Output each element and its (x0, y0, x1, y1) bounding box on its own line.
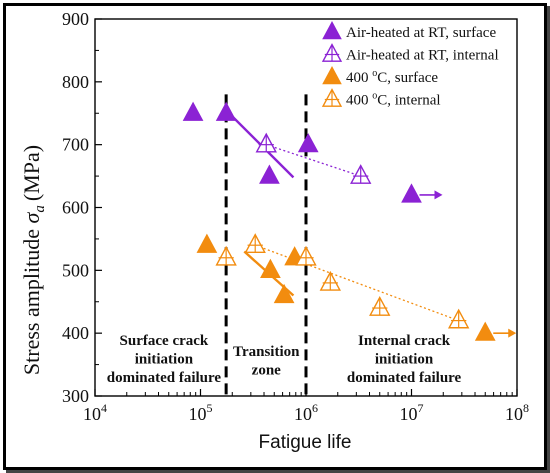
zone-annotation-line: zone (252, 362, 282, 378)
legend-label-main: Air-heated at RT, internal (346, 48, 499, 64)
fit-line (254, 244, 459, 322)
marker-triangle-filled (196, 233, 218, 253)
zone-annotation-line: Internal crack (358, 333, 451, 349)
series-group (255, 132, 372, 184)
x-tick-label: 107 (400, 401, 424, 424)
zone-annotation-line: Surface crack (120, 333, 209, 349)
marker-triangle-filled (260, 258, 281, 278)
x-tick-exponent: 4 (101, 401, 107, 415)
y-tick-label: 800 (62, 72, 89, 92)
x-tick-base: 10 (83, 404, 101, 424)
x-tick-base: 10 (294, 404, 312, 424)
marker-triangle-filled (401, 183, 422, 203)
marker-triangle-open (321, 88, 343, 107)
x-tick-label: 105 (189, 401, 213, 424)
y-axis-symbol: σ (19, 212, 44, 224)
legend-entry-label: 400 oC, surface (346, 68, 438, 86)
runout-arrow-head (508, 328, 517, 338)
marker-triangle-filled (474, 321, 496, 341)
marker-triangle-filled (322, 21, 342, 40)
runout-arrow (419, 190, 443, 200)
y-axis-unit: (MPa) (19, 145, 44, 201)
marker-triangle-open (295, 245, 317, 266)
zone-annotation-line: dominated failure (107, 370, 222, 386)
legend-entry-label: Air-heated at RT, surface (346, 25, 496, 41)
legend-label-rest: C, internal (377, 93, 440, 109)
marker-triangle-filled (297, 133, 319, 153)
y-axis-title-text: Stress amplitude (19, 229, 44, 375)
marker-triangle-open (350, 164, 372, 184)
marker-triangle-open (447, 308, 470, 329)
legend-label-main: 400 (346, 70, 372, 86)
x-tick-base: 10 (189, 404, 207, 424)
marker-triangle-open (215, 245, 237, 266)
marker-triangle-open (321, 43, 343, 62)
series-group (196, 233, 517, 341)
marker-triangle-open (244, 233, 266, 254)
y-tick-label: 700 (62, 135, 89, 155)
zone-annotation-line: initiation (375, 351, 434, 367)
legend-label-degree: o (372, 68, 377, 79)
x-tick-base: 10 (400, 404, 418, 424)
marker-triangle-open (369, 296, 391, 316)
zone-annotations: Surface crack initiation dominated failure… (107, 333, 462, 386)
y-tick-label: 900 (62, 9, 89, 29)
zone-annotation-line: dominated failure (347, 370, 462, 386)
x-axis-title: Fatigue life (259, 432, 352, 453)
runout-arrow (493, 328, 517, 338)
y-tick-label: 300 (62, 386, 89, 406)
series-group (215, 233, 470, 329)
marker-triangle-filled (273, 283, 295, 304)
series-group (182, 101, 443, 203)
marker-triangle-filled (215, 101, 237, 121)
marker-triangle-filled (322, 66, 342, 85)
legend-label-degree: o (372, 91, 377, 102)
runout-arrow-head (434, 190, 443, 200)
legend-label-main: Air-heated at RT, surface (346, 25, 496, 41)
y-tick-label: 600 (62, 198, 89, 218)
x-tick-exponent: 5 (207, 401, 213, 415)
y-tick-label: 500 (62, 260, 89, 280)
y-axis-subscript: a (32, 205, 48, 213)
x-tick-exponent: 8 (523, 401, 529, 415)
x-tick-label: 106 (294, 401, 318, 424)
legend: Air-heated at RT, surface Air-heated at R… (321, 21, 499, 109)
fit-line (266, 144, 361, 177)
x-tick-exponent: 7 (418, 401, 424, 415)
x-tick-base: 10 (505, 404, 523, 424)
figure-frame (3, 3, 547, 470)
marker-triangle-open (255, 132, 277, 153)
x-tick-label: 108 (505, 401, 529, 424)
data-layer (182, 101, 517, 341)
marker-triangle-open (319, 270, 342, 291)
y-axis-title: Stress amplitude σa (MPa) (19, 145, 48, 375)
legend-label-rest: C, surface (377, 70, 438, 86)
x-tick-label: 104 (83, 401, 107, 424)
x-tick-exponent: 6 (312, 401, 318, 415)
legend-label-main: 400 (346, 93, 372, 109)
zone-annotation-line: Transition (233, 344, 300, 360)
legend-entry-label: Air-heated at RT, internal (346, 48, 499, 64)
legend-entry-label: 400 oC, internal (346, 91, 441, 109)
marker-triangle-filled (259, 164, 280, 184)
marker-triangle-filled (182, 101, 204, 121)
zone-annotation-line: initiation (135, 351, 194, 367)
y-tick-label: 400 (62, 323, 89, 343)
